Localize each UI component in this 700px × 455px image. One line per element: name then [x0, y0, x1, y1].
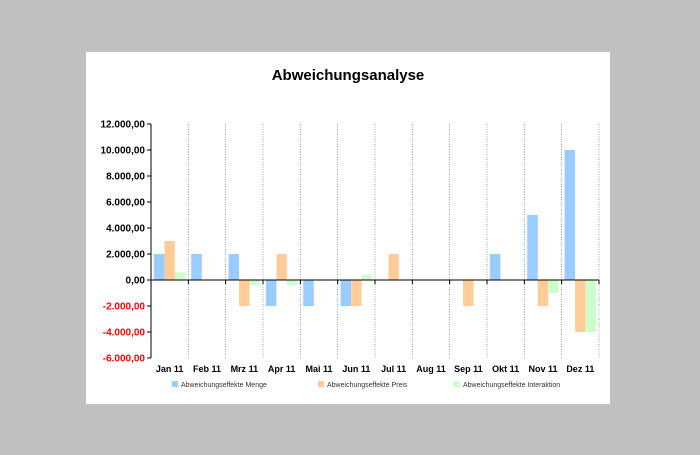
legend-label: Abweichungseffekte Preis	[327, 382, 408, 389]
x-tick-label: Jun 11	[342, 364, 370, 374]
bar	[361, 274, 373, 280]
bar	[228, 254, 240, 280]
x-tick-label: Sep 11	[454, 364, 483, 374]
y-tick-label: -6.000,00	[103, 354, 146, 365]
legend-swatch	[454, 381, 460, 387]
y-tick-label: 8.000,00	[106, 172, 145, 183]
bar	[276, 254, 287, 280]
bar	[537, 280, 549, 306]
x-tick-label: Jul 11	[381, 364, 406, 374]
bar	[388, 254, 399, 280]
bar	[286, 280, 298, 286]
plot-area: 12.000,00 10.000,00 8.000,00 6.000,00 4.000,…	[101, 120, 600, 374]
bar	[585, 280, 597, 332]
bar	[527, 215, 538, 280]
bar	[351, 280, 362, 306]
legend: Abweichungseffekte Menge Abweichungseffek…	[172, 381, 560, 389]
x-tick-label: Mrz 11	[231, 364, 259, 374]
bar	[265, 280, 277, 306]
y-tick-label: 10.000,00	[101, 146, 146, 157]
bar	[340, 280, 352, 306]
legend-label: Abweichungseffekte Interaktion	[463, 382, 560, 389]
bar	[489, 254, 501, 280]
x-tick-label: Aug 11	[416, 364, 446, 374]
bar	[564, 150, 576, 280]
bar	[303, 280, 314, 306]
x-tick-label: Apr 11	[268, 364, 296, 374]
x-tick-label: Dez 11	[566, 364, 594, 374]
y-tick-label: 4.000,00	[106, 224, 145, 235]
y-tick-label: 6.000,00	[106, 198, 145, 209]
x-tick-label: Mai 11	[305, 364, 332, 374]
bar	[153, 254, 165, 280]
bar	[249, 280, 261, 286]
y-tick-label: -4.000,00	[103, 328, 146, 339]
bar	[239, 280, 250, 306]
bar	[548, 280, 559, 293]
bar	[463, 280, 474, 306]
bar	[191, 254, 202, 280]
chart-title: Abweichungsanalyse	[272, 67, 425, 84]
x-tick-label: Nov 11	[528, 364, 557, 374]
chart-panel: Abweichungsanalyse 12.000,00 10.000,00 8.0…	[86, 52, 610, 404]
legend-swatch	[172, 381, 178, 387]
legend-label: Abweichungseffekte Menge	[181, 382, 267, 389]
bar	[575, 280, 586, 332]
y-tick-label: 12.000,00	[101, 120, 146, 131]
x-tick-label: Feb 11	[193, 364, 221, 374]
y-tick-label: 0,00	[126, 276, 146, 287]
x-tick-label: Jan 11	[156, 364, 184, 374]
x-tick-label: Okt 11	[492, 364, 519, 374]
chart-svg: Abweichungsanalyse 12.000,00 10.000,00 8.0…	[101, 67, 600, 389]
bar	[164, 241, 175, 280]
bar	[174, 272, 186, 280]
y-tick-label: -2.000,00	[103, 302, 146, 313]
legend-swatch	[318, 381, 324, 387]
y-tick-label: 2.000,00	[106, 250, 145, 261]
